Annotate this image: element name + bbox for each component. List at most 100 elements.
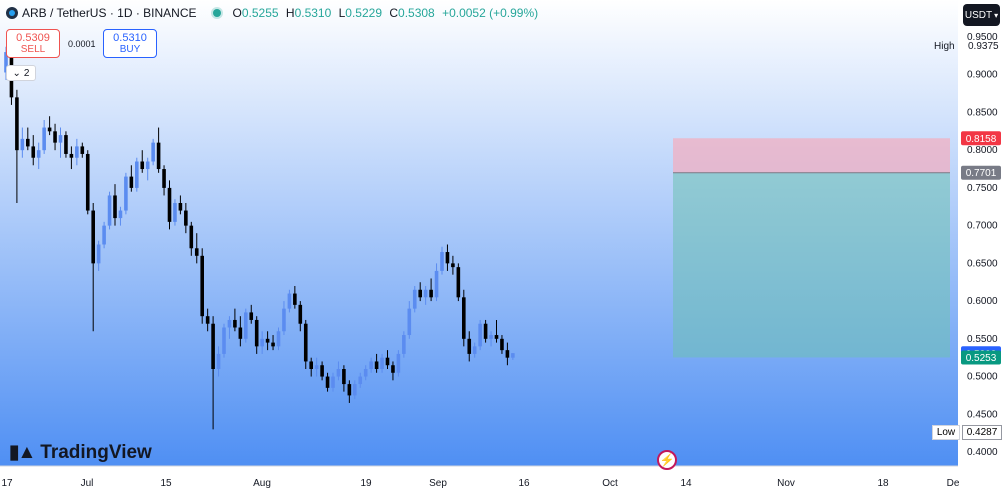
candle-body[interactable] xyxy=(194,248,199,256)
candle-body[interactable] xyxy=(102,225,106,245)
candle-body[interactable] xyxy=(64,135,68,154)
candle-body[interactable] xyxy=(276,331,281,347)
candle-body[interactable] xyxy=(374,361,379,369)
candle-body[interactable] xyxy=(505,350,510,358)
candle-body[interactable] xyxy=(233,319,237,328)
candle-body[interactable] xyxy=(178,203,183,211)
candle-body[interactable] xyxy=(331,376,335,388)
candle-body[interactable] xyxy=(265,338,270,343)
symbol-title[interactable]: ARB / TetherUS · 1D · BINANCE xyxy=(22,6,197,20)
candle-body[interactable] xyxy=(314,365,319,369)
candle-body[interactable] xyxy=(124,176,128,211)
candle-body[interactable] xyxy=(173,203,177,222)
candle-body[interactable] xyxy=(434,270,439,298)
candle-body[interactable] xyxy=(429,289,433,298)
candle-body[interactable] xyxy=(287,293,292,309)
candle-body[interactable] xyxy=(402,335,406,354)
target-zone[interactable] xyxy=(673,172,950,358)
sell-button[interactable]: 0.5309 SELL xyxy=(6,29,60,58)
candle-body[interactable] xyxy=(320,365,324,377)
candle-body[interactable] xyxy=(462,297,466,339)
candle-body[interactable] xyxy=(260,338,264,347)
event-flash-icon[interactable]: ⚡ xyxy=(657,450,677,470)
candle-body[interactable] xyxy=(483,323,488,339)
candle-body[interactable] xyxy=(391,365,395,373)
candle-body[interactable] xyxy=(47,127,52,132)
candle-body[interactable] xyxy=(69,153,74,158)
candle-body[interactable] xyxy=(113,195,117,219)
candle-body[interactable] xyxy=(129,176,134,188)
candle-body[interactable] xyxy=(271,342,275,347)
candle-body[interactable] xyxy=(200,255,204,317)
candle-body[interactable] xyxy=(407,308,412,336)
currency-button[interactable]: USDT ▾ xyxy=(963,4,1000,26)
candle-body[interactable] xyxy=(15,97,19,151)
candle-body[interactable] xyxy=(145,161,150,170)
candle-body[interactable] xyxy=(254,319,259,347)
candle-body[interactable] xyxy=(358,376,363,385)
candle-body[interactable] xyxy=(478,323,482,347)
candle-body[interactable] xyxy=(26,138,30,147)
candle-body[interactable] xyxy=(80,146,85,154)
candle-body[interactable] xyxy=(140,161,145,170)
candle-body[interactable] xyxy=(500,338,504,351)
candle-body[interactable] xyxy=(85,153,90,211)
candle-body[interactable] xyxy=(189,225,194,249)
candle-body[interactable] xyxy=(156,142,161,170)
candle-body[interactable] xyxy=(4,52,8,73)
candle-body[interactable] xyxy=(58,135,63,143)
candle-body[interactable] xyxy=(445,252,450,264)
candle-body[interactable] xyxy=(336,369,341,377)
candle-body[interactable] xyxy=(380,357,384,369)
candle-body[interactable] xyxy=(293,293,297,305)
candle-body[interactable] xyxy=(75,146,79,158)
indicators-toggle-button[interactable]: ⌄ 2 xyxy=(6,65,36,81)
candle-body[interactable] xyxy=(396,353,401,373)
candle-body[interactable] xyxy=(303,323,308,362)
candle-body[interactable] xyxy=(342,369,346,385)
stop-loss-zone[interactable] xyxy=(673,138,950,173)
candle-body[interactable] xyxy=(96,244,101,264)
candle-body[interactable] xyxy=(151,142,155,162)
candle-body[interactable] xyxy=(222,327,226,354)
buy-button[interactable]: 0.5310 BUY xyxy=(103,29,157,58)
candle-body[interactable] xyxy=(184,210,188,226)
candle-body[interactable] xyxy=(418,289,422,298)
candle-body[interactable] xyxy=(363,369,368,377)
candle-body[interactable] xyxy=(385,357,390,366)
candle-body[interactable] xyxy=(227,319,232,328)
candle-body[interactable] xyxy=(216,353,221,369)
candle-body[interactable] xyxy=(31,146,36,158)
candle-body[interactable] xyxy=(205,316,210,324)
candle-body[interactable] xyxy=(167,187,172,222)
candle-body[interactable] xyxy=(211,323,215,369)
candle-body[interactable] xyxy=(412,289,417,309)
tradingview-logo[interactable]: ▮▲ TradingView xyxy=(9,441,152,464)
candle-body[interactable] xyxy=(162,169,166,188)
candle-body[interactable] xyxy=(467,338,472,354)
candle-body[interactable] xyxy=(309,361,313,369)
candle-body[interactable] xyxy=(511,353,515,358)
candle-body[interactable] xyxy=(489,335,493,339)
candle-body[interactable] xyxy=(282,308,286,332)
candle-body[interactable] xyxy=(118,210,123,219)
candle-body[interactable] xyxy=(472,346,477,354)
candle-body[interactable] xyxy=(42,127,46,151)
candle-body[interactable] xyxy=(107,195,112,226)
candle-body[interactable] xyxy=(440,252,444,271)
candle-body[interactable] xyxy=(135,161,139,188)
candle-body[interactable] xyxy=(238,327,243,339)
candle-body[interactable] xyxy=(298,304,303,324)
candle-body[interactable] xyxy=(53,131,57,143)
candle-body[interactable] xyxy=(244,312,248,339)
candle-body[interactable] xyxy=(353,384,357,396)
candle-body[interactable] xyxy=(423,289,428,298)
candle-body[interactable] xyxy=(249,312,254,320)
candle-body[interactable] xyxy=(494,335,499,339)
candle-body[interactable] xyxy=(347,384,352,396)
candle-body[interactable] xyxy=(91,210,95,264)
candle-body[interactable] xyxy=(451,263,455,268)
candle-body[interactable] xyxy=(325,376,330,388)
